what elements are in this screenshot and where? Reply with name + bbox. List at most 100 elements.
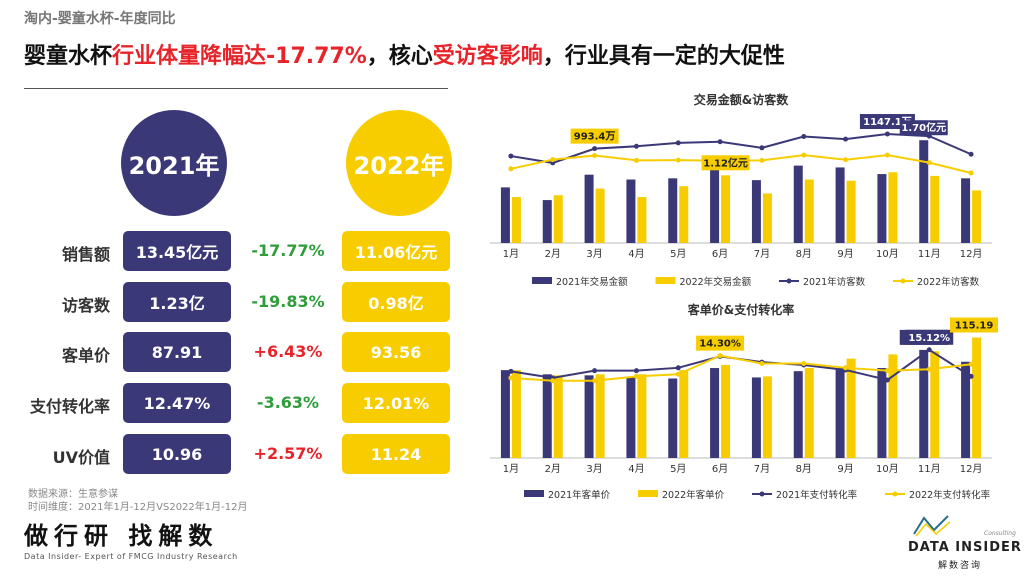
- data-source: 数据来源：生意参谋: [28, 489, 118, 500]
- series-line: [510, 354, 972, 382]
- bar: [668, 178, 678, 243]
- value-2021: 87.91: [123, 332, 231, 372]
- metric-label: 销售额: [61, 245, 110, 264]
- legend-label: 2021年访客数: [803, 276, 866, 288]
- metric-label: 客单价: [61, 346, 110, 365]
- bar: [637, 374, 647, 458]
- line-point: [675, 140, 681, 146]
- line-point: [884, 131, 890, 137]
- bar: [584, 375, 594, 458]
- logo-cn: 解数咨询: [938, 561, 983, 571]
- legend-marker: [786, 278, 792, 284]
- chart-title: 客单价&支付转化率: [687, 302, 794, 317]
- bar: [972, 190, 982, 243]
- headline-part-3: 受访客影响: [432, 44, 543, 69]
- bar: [626, 377, 636, 458]
- line-point: [926, 347, 932, 353]
- bar: [511, 197, 521, 243]
- line-point: [801, 152, 807, 158]
- change-rate: +6.43%: [253, 342, 323, 361]
- line-point: [968, 373, 974, 379]
- bar: [835, 368, 845, 458]
- bar: [961, 361, 971, 458]
- legend-marker: [900, 278, 906, 284]
- headline-part-0: 婴童水杯: [24, 44, 113, 69]
- bar: [500, 370, 510, 458]
- line-point: [843, 365, 849, 371]
- line-point: [508, 375, 514, 381]
- legend-swatch: [524, 490, 544, 497]
- x-tick-label: 6月: [712, 463, 728, 475]
- data-label-box: [701, 155, 750, 171]
- line-point: [592, 146, 598, 152]
- year-2022-label: 2022年: [353, 151, 445, 180]
- bar: [835, 167, 845, 243]
- bar: [595, 374, 605, 458]
- x-tick-label: 7月: [754, 463, 770, 475]
- legend-label: 2022年交易金额: [680, 276, 752, 288]
- x-tick-label: 4月: [628, 248, 644, 260]
- data-label-box: [905, 329, 954, 345]
- bar: [930, 175, 940, 243]
- legend-marker: [759, 491, 765, 497]
- line-point: [633, 157, 639, 163]
- bar: [793, 371, 803, 458]
- chart-price-conversion: 客单价&支付转化率 1月 2月 3月 4月 5月 6月 7月 8月 9月 10月 11月 12月 14.3…: [490, 302, 998, 501]
- data-label-box: [570, 128, 619, 144]
- bar: [888, 172, 898, 243]
- bar: [930, 351, 940, 458]
- legend-label: 2022年支付转化率: [909, 489, 991, 501]
- year-2021-label: 2021年: [128, 151, 220, 180]
- bar: [679, 186, 689, 243]
- x-tick-label: 1月: [503, 248, 519, 260]
- metric-label: 支付转化率: [29, 397, 110, 416]
- line-point: [968, 151, 974, 157]
- line-point: [633, 373, 639, 379]
- slogan: 做行研 找解数: [24, 522, 219, 550]
- bar: [877, 368, 887, 458]
- x-tick-label: 9月: [837, 463, 853, 475]
- x-tick-label: 9月: [837, 248, 853, 260]
- metric-label: 访客数: [61, 296, 110, 315]
- bar: [846, 358, 856, 458]
- bar: [710, 368, 720, 458]
- x-tick-label: 7月: [754, 248, 770, 260]
- bar: [511, 370, 521, 458]
- legend-label: 2021年支付转化率: [776, 489, 858, 501]
- line-point: [843, 157, 849, 163]
- line-point: [508, 368, 514, 374]
- line-point: [592, 153, 598, 159]
- bar: [888, 354, 898, 458]
- x-tick-label: 5月: [670, 248, 686, 260]
- line-point: [508, 166, 514, 172]
- bar: [751, 180, 761, 243]
- legend-swatch: [532, 277, 552, 284]
- bar: [804, 368, 814, 458]
- x-tick-label: 8月: [796, 248, 812, 260]
- tagline: Data Insider- Expert of FMCG Industry Re…: [24, 552, 238, 561]
- legend-swatch: [655, 277, 676, 284]
- line-point: [675, 365, 681, 371]
- bar: [668, 378, 678, 458]
- x-tick-label: 12月: [960, 463, 983, 475]
- bar: [710, 165, 720, 243]
- bar: [542, 374, 552, 458]
- data-insider-logo-icon: [913, 515, 951, 537]
- bar: [793, 165, 803, 243]
- value-2022: 0.98亿: [342, 282, 450, 322]
- data-label: 1147.1万: [863, 116, 912, 128]
- legend-label: 2021年交易金额: [556, 276, 628, 288]
- line-point: [550, 378, 556, 384]
- bar: [500, 187, 510, 243]
- x-tick-label: 11月: [918, 248, 941, 260]
- bar: [961, 178, 971, 243]
- line-point: [801, 361, 807, 367]
- line-point: [675, 371, 681, 377]
- value-2021: 10.96: [123, 434, 231, 474]
- x-tick-label: 10月: [876, 463, 899, 475]
- line-point: [968, 361, 974, 367]
- bar: [846, 180, 856, 243]
- bar: [972, 337, 982, 458]
- year-2022-circle: 2022年: [346, 110, 452, 216]
- line-point: [633, 143, 639, 149]
